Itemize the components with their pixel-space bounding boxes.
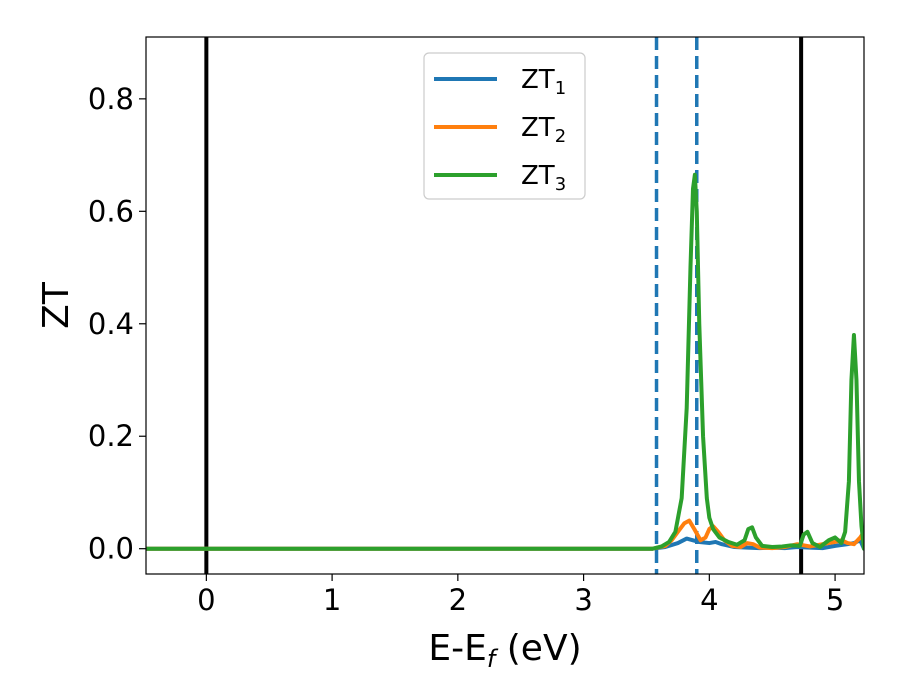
plot-area [146, 37, 864, 574]
legend-label-main: ZT [521, 113, 555, 143]
y-tick-label: 0.4 [88, 307, 134, 341]
y-axis-label: ZT [36, 281, 77, 329]
x-axis-label: E-Ef (eV) [428, 628, 581, 673]
series-line-zt1 [146, 536, 864, 551]
x-tick-label: 4 [700, 583, 718, 617]
x-tick-label: 3 [574, 583, 592, 617]
legend-label-zt3: ZT3 [521, 161, 566, 195]
legend-label-zt1: ZT1 [521, 65, 566, 99]
x-axis-label-suffix: (eV) [495, 628, 581, 669]
y-tick-label: 0.2 [88, 419, 134, 453]
legend-label-sub: 3 [555, 174, 566, 195]
legend-label-sub: 1 [555, 78, 566, 99]
y-tick-label: 0.6 [88, 194, 134, 228]
axes: 0 1 2 3 4 5 0.0 0.2 0.4 0.6 0.8 E-Ef (eV) ZT [36, 36, 865, 673]
series-line-zt2 [146, 518, 864, 551]
legend-box [423, 52, 586, 200]
y-tick-label: 0.0 [88, 532, 134, 566]
x-axis-label-main: E-E [428, 628, 486, 669]
legend-label-main: ZT [521, 65, 555, 95]
series-line-zt3 [146, 172, 864, 551]
x-tick-label: 1 [323, 583, 341, 617]
x-tick-label: 0 [197, 583, 215, 617]
x-tick-label: 5 [826, 583, 844, 617]
x-tick-label: 2 [449, 583, 467, 617]
legend-label-zt2: ZT2 [521, 113, 566, 147]
legend-label-main: ZT [521, 161, 555, 191]
y-tick-label: 0.8 [88, 82, 134, 116]
axes-frame [145, 36, 865, 575]
legend-label-sub: 2 [555, 126, 566, 147]
